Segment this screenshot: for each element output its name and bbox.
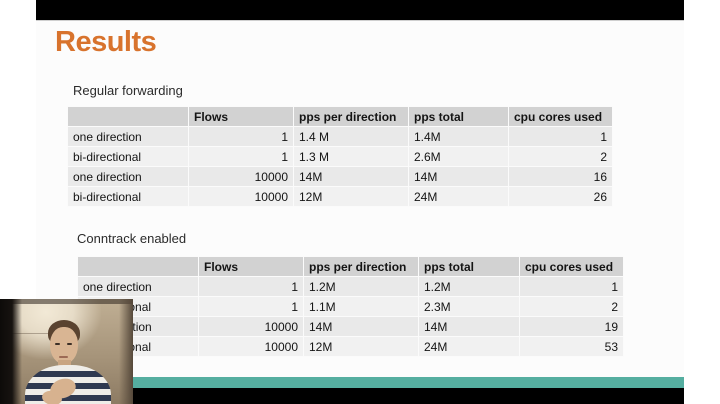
column-header-pps-total: pps total [408,106,509,127]
table-cell: one direction [67,166,189,187]
column-header-flows: Flows [198,256,304,277]
presenter-mouth [59,356,68,358]
column-header-empty [77,256,199,277]
room-shadow-left [0,299,22,404]
table-cell: 1.2M [303,276,419,297]
webcam-overlay [0,299,133,404]
slide-accent-bar [36,377,684,388]
table-cell: 10000 [188,166,294,187]
column-header-cpu-cores-used: cpu cores used [519,256,624,277]
table-cell: 14M [293,166,409,187]
column-header-flows: Flows [188,106,294,127]
table-cell: 1 [508,126,613,147]
table-cell: 1 [188,146,294,167]
table-cell: 1 [519,276,624,297]
table-header-row: Flows pps per direction pps total cpu co… [67,106,613,127]
table-cell: 14M [408,166,509,187]
table-row: bi-directional 1 1.3 M 2.6M 2 [67,146,613,167]
table-cell: 2.6M [408,146,509,167]
table-row: bi-directional 1 1.1M 2.3M 2 [77,296,624,317]
table-cell: one direction [67,126,189,147]
presenter-face [50,327,78,364]
presenter-neck [58,360,71,369]
column-header-pps-per-direction: pps per direction [303,256,419,277]
table-cell: 26 [508,186,613,207]
table-cell: 2 [508,146,613,167]
table-cell: bi-directional [67,146,189,167]
table-cell: 1 [188,126,294,147]
column-header-pps-per-direction: pps per direction [293,106,409,127]
table-row: bi-directional 10000 12M 24M 26 [67,186,613,207]
table-caption-regular-forwarding: Regular forwarding [73,83,183,98]
table-cell: one direction [77,276,199,297]
wall-shadow-right [119,299,133,404]
table-cell: 1.2M [418,276,520,297]
table-cell: 2 [519,296,624,317]
table-cell: 12M [303,336,419,357]
letterbox-bottom-bar [36,388,684,404]
letterbox-top-bar [36,0,684,20]
slide-title: Results [55,26,157,58]
table-row: bi-directional 10000 12M 24M 53 [77,336,624,357]
table-row: one direction 10000 14M 14M 16 [67,166,613,187]
table-cell: 19 [519,316,624,337]
column-header-cpu-cores-used: cpu cores used [508,106,613,127]
table-cell: 24M [418,336,520,357]
presentation-slide: Results Regular forwarding Flows pps per… [36,20,684,388]
table-cell: 53 [519,336,624,357]
wall-line [12,333,56,334]
table-cell: 2.3M [418,296,520,317]
presenter-eye-left [55,343,60,345]
table-row: one direction 1 1.4 M 1.4M 1 [67,126,613,147]
table-cell: 1 [198,296,304,317]
table-cell: bi-directional [67,186,189,207]
table-cell: 1.4 M [293,126,409,147]
column-header-empty [67,106,189,127]
table-row: one direction 1 1.2M 1.2M 1 [77,276,624,297]
results-table-regular-forwarding: Flows pps per direction pps total cpu co… [67,106,613,207]
table-cell: 1.4M [408,126,509,147]
ceiling-shadow [0,299,133,304]
table-cell: 1.3 M [293,146,409,167]
results-table-conntrack-enabled: Flows pps per direction pps total cpu co… [77,256,624,357]
table-cell: 24M [408,186,509,207]
presenter-eye-right [67,343,72,345]
table-cell: 12M [293,186,409,207]
table-cell: 14M [418,316,520,337]
column-header-pps-total: pps total [418,256,520,277]
table-header-row: Flows pps per direction pps total cpu co… [77,256,624,277]
table-cell: 14M [303,316,419,337]
table-cell: 10000 [198,316,304,337]
table-cell: 10000 [188,186,294,207]
table-cell: 1.1M [303,296,419,317]
table-row: one direction 10000 14M 14M 19 [77,316,624,337]
table-cell: 16 [508,166,613,187]
table-cell: 10000 [198,336,304,357]
table-cell: 1 [198,276,304,297]
table-caption-conntrack-enabled: Conntrack enabled [77,231,187,246]
